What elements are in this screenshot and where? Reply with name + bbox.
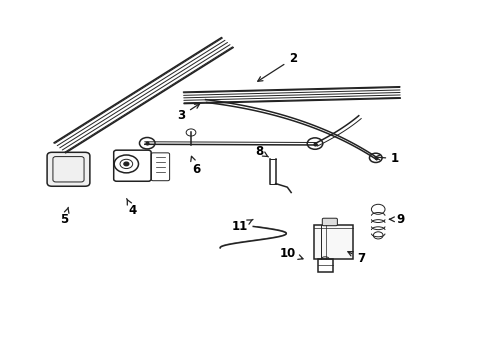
Text: 6: 6 (190, 156, 200, 176)
Text: 1: 1 (374, 152, 399, 165)
Text: 2: 2 (257, 52, 297, 81)
FancyBboxPatch shape (47, 152, 90, 186)
Text: 9: 9 (389, 213, 404, 226)
Circle shape (123, 162, 128, 166)
Text: 4: 4 (126, 199, 137, 217)
Text: 5: 5 (61, 207, 69, 226)
Bar (317, 258, 332, 272)
Text: 11: 11 (231, 219, 252, 233)
Text: 10: 10 (280, 247, 303, 260)
Text: 3: 3 (177, 104, 199, 122)
Text: 7: 7 (347, 252, 365, 265)
Text: 8: 8 (254, 145, 268, 158)
FancyBboxPatch shape (322, 218, 337, 226)
Bar (313, 225, 352, 258)
